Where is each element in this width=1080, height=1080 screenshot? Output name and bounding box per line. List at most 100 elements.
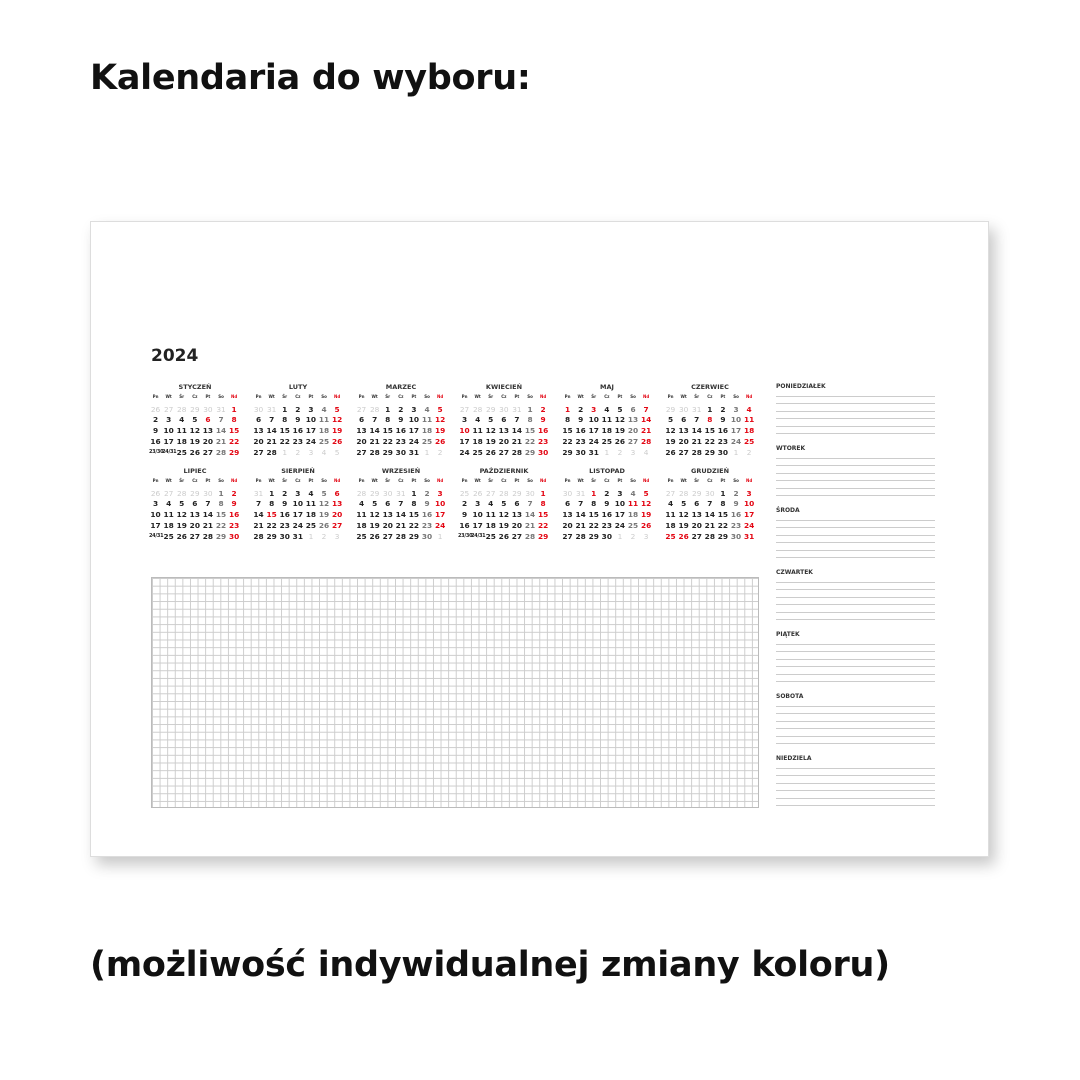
day-cell: 16 bbox=[292, 426, 303, 436]
day-cell: 9 bbox=[733, 499, 739, 509]
day-cell: 28 bbox=[215, 447, 227, 457]
day-cell: 1 bbox=[218, 488, 224, 498]
day-cell: 1 bbox=[269, 488, 275, 498]
day-cell: 13 bbox=[189, 510, 200, 520]
day-cell: 28 bbox=[511, 447, 523, 457]
day-cell: 22 bbox=[717, 521, 729, 531]
day-cell: 8 bbox=[540, 499, 546, 509]
weekday-label: Pn bbox=[564, 478, 571, 484]
day-cell: 19 bbox=[678, 521, 689, 531]
day-cell: 8 bbox=[527, 415, 533, 425]
day-cell: 17 bbox=[614, 510, 626, 520]
week-row: 18 19 20 21 22 23 24 bbox=[355, 520, 447, 531]
weekday-label: Nd bbox=[334, 478, 341, 484]
day-cell: 2 bbox=[152, 415, 159, 425]
day-cell: 12 bbox=[665, 426, 676, 436]
weekday-label: Nd bbox=[746, 394, 753, 400]
day-cell: 4 bbox=[488, 499, 494, 509]
day-cell: 6 bbox=[681, 415, 687, 425]
day-cell: 21 bbox=[369, 437, 380, 447]
day-cell: 15 bbox=[704, 426, 715, 436]
day-cell: 10 bbox=[730, 415, 742, 425]
day-cell: 13 bbox=[382, 510, 393, 520]
day-cell: 11 bbox=[318, 415, 330, 425]
day-cell: 30 bbox=[279, 531, 290, 541]
day-cell: 31 bbox=[575, 488, 586, 498]
day-cell: 23 bbox=[279, 521, 290, 531]
day-cell: 3 bbox=[475, 499, 481, 509]
day-cell: 6 bbox=[694, 499, 700, 509]
week-row: 26 27 28 29 30 1 2 bbox=[149, 488, 241, 499]
day-cell: 10 bbox=[614, 499, 626, 509]
day-cell: 6 bbox=[255, 415, 262, 425]
week-row: 27 28 29 30 31 1 2 bbox=[458, 404, 550, 415]
day-cell: 27 bbox=[202, 447, 214, 457]
day-cell: 4 bbox=[424, 404, 430, 414]
weekday-label: Wt bbox=[165, 478, 172, 484]
day-cell: 28 bbox=[369, 447, 380, 457]
day-cell: 1 bbox=[617, 531, 623, 541]
day-cell: 7 bbox=[255, 499, 262, 509]
day-cell: 1 bbox=[424, 447, 430, 457]
day-cell: 17 bbox=[163, 437, 174, 447]
day-cell: 27 bbox=[163, 488, 174, 498]
day-cell: 22 bbox=[215, 521, 227, 531]
day-cell: 31 bbox=[743, 531, 755, 541]
month-8: SIERPIEŃ Pn Wt Śr Cz Pt So Nd 31 1 2 3 4 5 6 7 8 9 10 11 12 1… bbox=[252, 467, 344, 542]
weekday-label: Pt bbox=[411, 478, 417, 484]
weekday-label: Cz bbox=[501, 478, 507, 484]
day-cell: 23 bbox=[717, 437, 729, 447]
day-cell: 21 bbox=[395, 521, 406, 531]
day-cell: 20 bbox=[627, 426, 639, 436]
weekday-label: Śr bbox=[488, 478, 494, 484]
day-cell: 4 bbox=[475, 415, 481, 425]
week-row: 6 7 8 9 10 11 12 bbox=[252, 415, 344, 426]
day-cell: 6 bbox=[385, 499, 391, 509]
day-cell: 18 bbox=[601, 426, 612, 436]
day-cell: 22 bbox=[704, 437, 715, 447]
planner-3: ŚRODA bbox=[776, 507, 935, 564]
day-cell: 2 bbox=[746, 447, 752, 457]
day-cell: 13 bbox=[691, 510, 702, 520]
writing-line bbox=[776, 582, 935, 583]
day-cell: 2 bbox=[295, 404, 301, 414]
day-cell: 1 bbox=[720, 488, 726, 498]
day-cell: 4 bbox=[358, 499, 365, 509]
weekday-header: Pn Wt Śr Cz Pt So Nd bbox=[664, 393, 756, 404]
day-cell: 26 bbox=[318, 521, 330, 531]
day-cell: 3 bbox=[630, 447, 636, 457]
weekday-header: Pn Wt Śr Cz Pt So Nd bbox=[149, 393, 241, 404]
day-cell: 24 bbox=[434, 521, 446, 531]
day-cell: 20 bbox=[202, 437, 214, 447]
weekday-label: Wt bbox=[371, 478, 378, 484]
day-cell: 28 bbox=[678, 488, 689, 498]
day-cell: 7 bbox=[694, 415, 700, 425]
month-title: STYCZEŃ bbox=[178, 383, 212, 391]
day-cell: 18 bbox=[421, 426, 433, 436]
day-cell: 15 bbox=[279, 426, 290, 436]
day-cell: 11 bbox=[305, 499, 317, 509]
weekday-label: Pt bbox=[617, 394, 623, 400]
day-cell: 29 bbox=[692, 488, 702, 498]
day-cell: 17 bbox=[459, 437, 470, 447]
day-cell: 27 bbox=[459, 404, 470, 414]
day-cell: 31 bbox=[266, 404, 277, 414]
day-cell: 5 bbox=[643, 488, 649, 498]
week-row: 25 26 27 28 29 30 31 bbox=[664, 531, 756, 542]
weekday-header: Pn Wt Śr Cz Pt So Nd bbox=[149, 477, 241, 488]
day-cell: 29 bbox=[215, 531, 227, 541]
day-cell: 6 bbox=[358, 415, 365, 425]
day-cell: 27 bbox=[356, 404, 367, 414]
weekday-label: So bbox=[218, 478, 224, 484]
day-cell: 29 bbox=[562, 447, 573, 457]
day-cell: 26 bbox=[331, 437, 343, 447]
day-cell: 22 bbox=[382, 437, 393, 447]
day-cell: 2 bbox=[321, 531, 327, 541]
day-cell: 18 bbox=[485, 521, 496, 531]
day-cell: 10 bbox=[150, 510, 161, 520]
day-cell: 10 bbox=[305, 415, 317, 425]
day-cell: 9 bbox=[231, 499, 237, 509]
day-cell: 10 bbox=[292, 499, 303, 509]
weekday-label: Cz bbox=[604, 478, 610, 484]
